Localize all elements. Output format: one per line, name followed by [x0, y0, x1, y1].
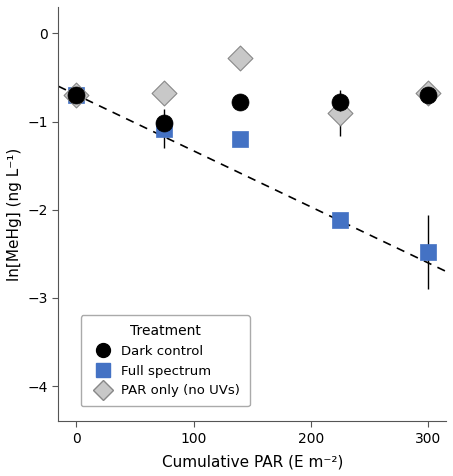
Point — [72, 91, 80, 99]
Point — [237, 99, 244, 106]
Point — [72, 91, 80, 99]
Point — [425, 91, 432, 99]
Legend: Dark control, Full spectrum, PAR only (no UVs): Dark control, Full spectrum, PAR only (n… — [81, 315, 250, 407]
Point — [337, 109, 344, 117]
Point — [72, 91, 80, 99]
Point — [160, 119, 168, 127]
Point — [160, 125, 168, 132]
Point — [237, 54, 244, 62]
Point — [237, 135, 244, 143]
Point — [425, 248, 432, 256]
Point — [337, 99, 344, 106]
Y-axis label: ln[MeHg] (ng L⁻¹): ln[MeHg] (ng L⁻¹) — [7, 148, 22, 281]
X-axis label: Cumulative PAR (E m⁻²): Cumulative PAR (E m⁻²) — [162, 454, 343, 469]
Point — [425, 89, 432, 97]
Point — [337, 217, 344, 224]
Point — [160, 89, 168, 97]
